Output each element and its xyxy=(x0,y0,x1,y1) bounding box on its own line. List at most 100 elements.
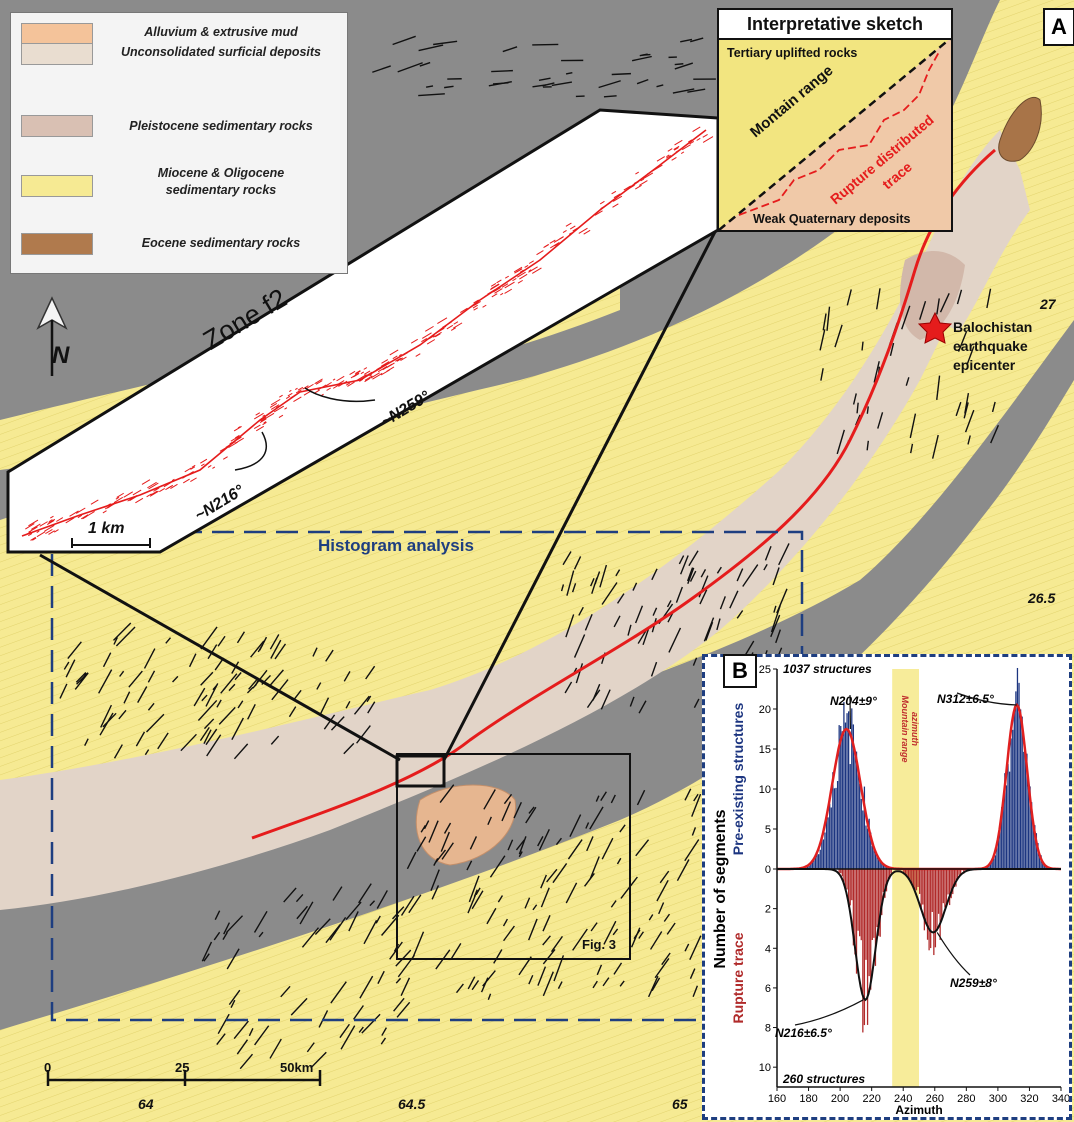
upper-bar xyxy=(823,839,824,869)
epicenter-label-line1: Balochistan xyxy=(953,318,1032,337)
y-axis-label: Number of segments xyxy=(712,809,729,968)
upper-bar xyxy=(1006,785,1007,869)
north-label: N xyxy=(52,342,69,370)
scale-label-50: 50km xyxy=(280,1060,313,1075)
inset-scale-label: 1 km xyxy=(88,520,124,538)
upper-bar xyxy=(859,784,860,869)
panel-label-b: B xyxy=(723,654,757,688)
upper-bar xyxy=(820,850,821,869)
upper-y-tick-label: 5 xyxy=(765,824,771,836)
x-tick-label: 300 xyxy=(989,1093,1007,1105)
fig3-label: Fig. 3 xyxy=(582,937,616,952)
upper-y-tick-label: 15 xyxy=(759,744,771,756)
upper-bar xyxy=(837,781,838,869)
structure-tick xyxy=(862,342,863,351)
peak-arrow xyxy=(795,1000,863,1025)
x-tick-label: 160 xyxy=(768,1093,786,1105)
upper-y-tick-label: 10 xyxy=(759,784,771,796)
epicenter-label: Balochistan earthquake epicenter xyxy=(953,318,1032,375)
lower-bar xyxy=(940,869,941,940)
lower-bar xyxy=(927,869,928,940)
longitude-64-5: 64.5 xyxy=(398,1096,425,1112)
upper-bar xyxy=(840,726,841,869)
x-tick-label: 180 xyxy=(799,1093,817,1105)
lower-bar xyxy=(862,869,863,1032)
upper-count-label: 1037 structures xyxy=(783,662,872,676)
structure-tick xyxy=(532,44,558,45)
upper-bar xyxy=(1012,730,1013,869)
upper-bar xyxy=(1015,691,1016,869)
sketch-top-label: Tertiary uplifted rocks xyxy=(727,46,857,60)
lower-bar xyxy=(930,869,931,948)
lower-bar xyxy=(947,869,948,894)
upper-bar xyxy=(851,708,852,869)
lower-bar xyxy=(919,869,920,894)
lower-bar xyxy=(928,869,929,950)
peak-label: N259±8° xyxy=(950,976,997,990)
lower-bar xyxy=(873,869,874,938)
legend-label-miocene: Miocene & Oligocene sedimentary rocks xyxy=(136,165,306,199)
lower-bar xyxy=(933,869,934,955)
legend-item-surficial: Unconsolidated surficial deposits xyxy=(11,39,347,79)
sketch-title: Interpretative sketch xyxy=(719,10,951,40)
scale-label-0: 0 xyxy=(44,1060,51,1075)
peak-label: N312±6.5° xyxy=(937,692,994,706)
lower-bar xyxy=(846,869,847,889)
x-tick-label: 220 xyxy=(862,1093,880,1105)
structure-tick xyxy=(867,406,868,413)
upper-y-tick-label: 0 xyxy=(765,864,771,876)
upper-bar xyxy=(835,788,836,869)
lower-bar xyxy=(864,869,865,1025)
upper-bar xyxy=(854,751,855,869)
lower-bar xyxy=(857,869,858,931)
histogram-chart: Mountain range azimuth160 180 200 220 240 260 2… xyxy=(705,657,1069,1117)
lower-bar xyxy=(932,869,933,912)
upper-y-tick-label: 25 xyxy=(759,664,771,676)
x-tick-label: 200 xyxy=(831,1093,849,1105)
upper-bar xyxy=(1011,738,1012,869)
lower-bar xyxy=(914,869,915,890)
lower-bar xyxy=(861,869,862,940)
lower-bar xyxy=(880,869,881,937)
lower-bar xyxy=(941,869,942,920)
upper-bar xyxy=(829,804,830,869)
upper-y-tick-label: 20 xyxy=(759,704,771,716)
x-axis-label: Azimuth xyxy=(895,1103,942,1117)
north-arrow-icon xyxy=(32,296,72,386)
lower-count-label: 260 structures xyxy=(782,1072,865,1086)
legend-label-eocene: Eocene sedimentary rocks xyxy=(103,235,339,252)
band-label-2: azimuth xyxy=(910,712,920,747)
upper-bar xyxy=(1007,764,1008,869)
panel-label-a: A xyxy=(1043,8,1074,46)
upper-bar xyxy=(1009,772,1010,869)
histogram-panel: Mountain range azimuth 160 180 200 220 240 260 2… xyxy=(702,654,1072,1120)
lower-bar xyxy=(944,869,945,907)
upper-bar xyxy=(843,702,844,869)
legend-item-eocene: Eocene sedimentary rocks xyxy=(11,227,347,267)
lower-bar xyxy=(935,869,936,947)
upper-bar xyxy=(846,713,847,869)
legend-swatch-pleistocene xyxy=(21,115,93,137)
upper-y-label: Pre-existing structures xyxy=(730,703,746,856)
lower-bar xyxy=(869,869,870,976)
structure-tick xyxy=(491,71,513,72)
upper-bar xyxy=(857,771,858,869)
lower-bar xyxy=(867,869,868,1025)
legend-item-miocene: Miocene & Oligocene sedimentary rocks xyxy=(11,163,347,213)
peak-label: N216±6.5° xyxy=(775,1026,832,1040)
upper-bar xyxy=(1025,754,1026,869)
interpretative-sketch: Interpretative sketch Tertiary uplifted … xyxy=(717,8,953,232)
longitude-64: 64 xyxy=(138,1096,154,1112)
upper-bar xyxy=(1017,668,1018,869)
lower-bar xyxy=(872,869,873,940)
upper-bar xyxy=(995,855,996,869)
lower-y-label: Rupture trace xyxy=(730,932,746,1023)
epicenter-label-line3: epicenter xyxy=(953,356,1032,375)
structure-tick xyxy=(675,64,684,65)
upper-bar xyxy=(834,788,835,869)
upper-bar xyxy=(1023,752,1024,869)
lower-bar xyxy=(859,869,860,936)
histogram-analysis-label: Histogram analysis xyxy=(318,536,474,556)
lower-bar xyxy=(922,869,923,905)
lower-bar xyxy=(850,869,851,905)
